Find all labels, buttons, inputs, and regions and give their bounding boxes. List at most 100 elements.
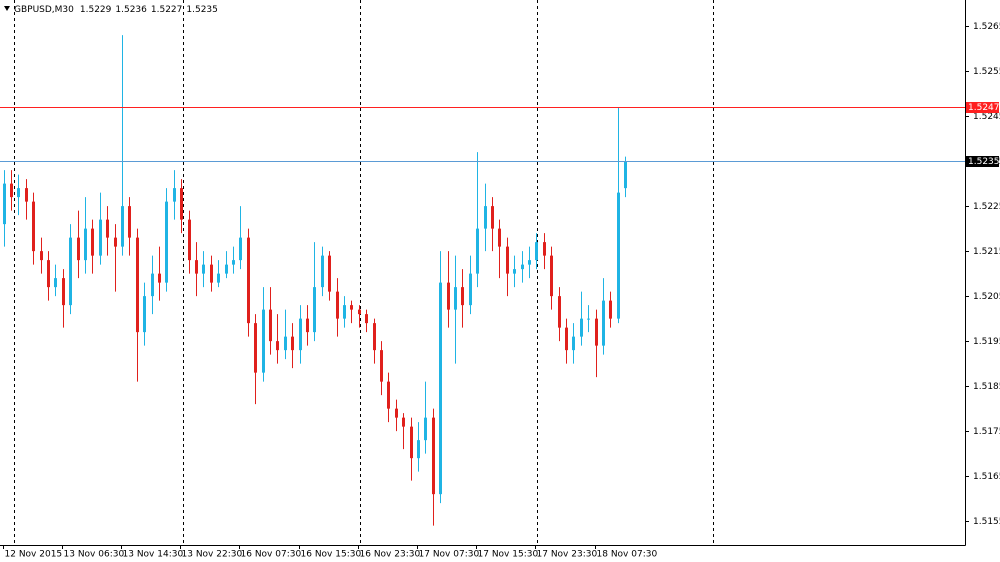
candle-body: [165, 201, 168, 283]
x-tick-label: 13 Nov 22:30: [182, 550, 243, 560]
last-high: 1.5236: [115, 5, 147, 15]
candle-body: [77, 237, 80, 261]
candle-body: [343, 305, 346, 319]
candle-body: [432, 417, 435, 495]
candle-body: [609, 300, 612, 319]
candle-body: [336, 291, 339, 319]
candle-body: [602, 300, 605, 346]
candle-body: [217, 273, 220, 283]
candle-body: [188, 219, 191, 261]
candle-body: [232, 260, 235, 265]
candle-body: [17, 188, 20, 198]
candle-body: [506, 246, 509, 274]
candle-body: [543, 242, 546, 256]
x-tick-label: 16 Nov 15:30: [301, 550, 362, 560]
candle-body: [373, 323, 376, 351]
candle-body: [25, 188, 28, 202]
y-tick-label: 1.5205: [973, 292, 1000, 302]
chart-title: GBPUSD,M30: [14, 5, 74, 15]
day-separators: [14, 0, 714, 545]
candle-body: [617, 192, 620, 319]
candle-body: [158, 273, 161, 283]
price-label: 1.5235: [968, 157, 1000, 167]
y-tick-label: 1.5155: [973, 517, 1000, 527]
candle-body: [99, 219, 102, 256]
candle-body: [313, 287, 316, 333]
candle-body: [210, 264, 213, 283]
candle-body: [62, 278, 65, 306]
last-low: 1.5227: [151, 5, 183, 15]
candle-body: [276, 341, 279, 351]
candle-body: [395, 408, 398, 418]
candle-body: [439, 282, 442, 495]
candle-body: [47, 260, 50, 288]
candle-body: [410, 426, 413, 459]
candle-body: [513, 269, 516, 274]
menu-arrow[interactable]: [4, 6, 10, 11]
candle-body: [180, 188, 183, 220]
candle-body: [587, 318, 590, 320]
candle-body: [10, 183, 13, 198]
candle-body: [128, 206, 131, 238]
candle-body: [358, 309, 361, 315]
x-tick-label: 17 Nov 07:30: [419, 550, 480, 560]
candle-body: [498, 228, 501, 247]
candle-body: [239, 237, 242, 261]
y-tick-label: 1.5185: [973, 382, 1000, 392]
price-label-box: [966, 156, 999, 167]
candle-body: [535, 242, 538, 261]
candle-body: [284, 336, 287, 351]
candle-body: [461, 287, 464, 306]
candle-body: [151, 273, 154, 297]
candle-body: [32, 201, 35, 252]
price-label-box: [966, 102, 999, 113]
x-tick-label: 16 Nov 07:30: [241, 550, 302, 560]
x-tick-label: 17 Nov 15:30: [478, 550, 539, 560]
candle-body: [173, 188, 176, 202]
candle-body: [143, 296, 146, 333]
candle-body: [195, 260, 198, 274]
x-tick-label: 18 Nov 07:30: [597, 550, 658, 560]
candle-body: [380, 350, 383, 382]
candle-body: [328, 255, 331, 292]
candle-body: [269, 309, 272, 342]
x-tick-label: 13 Nov 06:30: [64, 550, 125, 560]
candle-body: [121, 206, 124, 247]
y-tick-label: 1.5215: [973, 247, 1000, 257]
candle-body: [595, 318, 598, 346]
candle-body: [447, 282, 450, 310]
y-tick-label: 1.5175: [973, 427, 1000, 437]
candle-body: [306, 318, 309, 333]
candle-body: [91, 228, 94, 256]
candle-body: [106, 219, 109, 238]
candle-body: [572, 336, 575, 351]
chart-header: GBPUSD,M30 1.5229 1.5236 1.5227 1.5235: [14, 5, 218, 15]
x-tick-label: 16 Nov 23:30: [360, 550, 421, 560]
candle-body: [469, 273, 472, 306]
candle-body: [550, 255, 553, 297]
candle-body: [225, 264, 228, 274]
y-tick-label: 1.5225: [973, 202, 1000, 212]
candle-body: [299, 318, 302, 351]
candle-body: [424, 417, 427, 441]
candle-body: [3, 183, 6, 225]
candle-body: [350, 305, 353, 310]
candle-body: [521, 264, 524, 270]
candle-body: [114, 237, 117, 247]
candle-body: [291, 336, 294, 351]
x-tick-label: 13 Nov 14:30: [123, 550, 184, 560]
candle-body: [580, 318, 583, 337]
last-close: 1.5235: [186, 5, 218, 15]
x-tick-label: 17 Nov 23:30: [537, 550, 598, 560]
candle-body: [558, 296, 561, 328]
y-tick-label: 1.5245: [973, 112, 1000, 122]
y-tick-label: 1.5195: [973, 337, 1000, 347]
candle-body: [54, 278, 57, 288]
candle-body: [69, 237, 72, 306]
price-label: 1.5247: [968, 103, 1000, 113]
candle-body: [387, 381, 390, 409]
last-open: 1.5229: [80, 5, 112, 15]
